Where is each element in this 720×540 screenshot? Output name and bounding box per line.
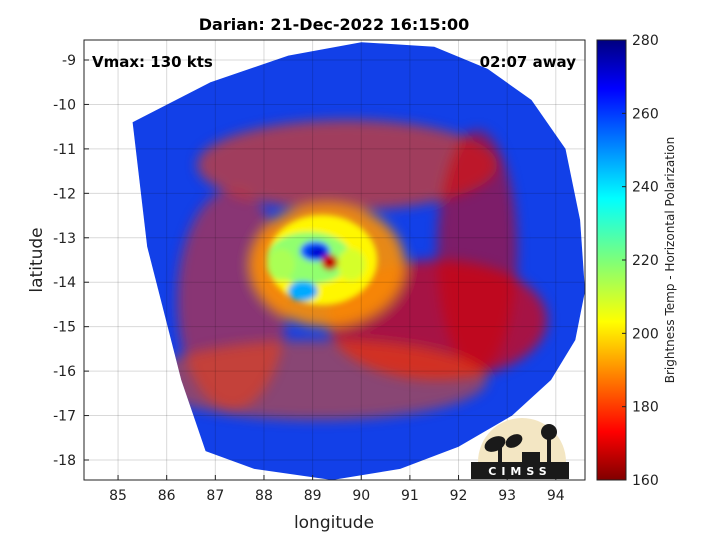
y-tick-label: -16 [53,364,76,380]
feature-eyewall-south [287,281,318,302]
colorbar-tick-label: 180 [632,400,659,416]
eyewall-cold-top [308,246,327,259]
colorbar-tick-label: 220 [632,253,659,269]
vmax-annotation: Vmax: 130 kts [92,53,213,71]
x-tick-label: 92 [450,488,468,504]
y-tick-label: -14 [53,275,76,291]
x-tick-label: 89 [304,488,322,504]
x-tick-label: 86 [158,488,176,504]
logo-text: CIMSS [488,465,551,478]
gridlines [84,40,585,480]
chart-title: Darian: 21-Dec-2022 16:15:00 [199,15,469,34]
logo-tower [547,438,551,462]
x-tick-label: 88 [255,488,273,504]
logo-tower-tank [541,424,557,440]
colorbar-tick-label: 240 [632,180,659,196]
time-offset-annotation: 02:07 away [480,53,577,71]
cloud-band-north [197,120,498,210]
y-tick-label: -15 [53,320,76,336]
colorbar-label: Brightness Temp - Horizontal Polarizatio… [663,137,677,384]
x-tick-label: 90 [352,488,370,504]
colorbar-tick-label: 160 [632,473,659,489]
colorbar-tick-label: 260 [632,106,659,122]
x-tick-label: 85 [109,488,127,504]
y-tick-label: -11 [53,142,76,158]
cloud-band-south [147,340,488,420]
feature-inner-band-west [266,248,295,281]
x-axis-label: longitude [294,513,374,533]
cimss-logo: CIMSS [471,418,569,479]
colorbar [596,39,627,481]
x-tick-label: 87 [206,488,224,504]
x-tick-label: 94 [547,488,565,504]
x-tick-label: 93 [498,488,516,504]
y-tick-label: -12 [53,186,76,202]
y-axis-label: latitude [27,227,47,292]
storm-eye [321,254,338,271]
logo-dish-right [505,434,523,448]
dry-region-east [437,130,518,370]
colorbar-tick-label: 200 [632,326,659,342]
logo-ground-band [471,462,569,479]
logo-dish-post [498,446,502,462]
colorbar-ticks: 160 180 200 220 240 260 280 [622,33,659,489]
y-axis-ticks: -9 -10 -11 -12 -13 -14 -15 -16 -17 -18 [53,53,89,469]
logo-building [522,452,540,462]
y-tick-label: -13 [53,231,76,247]
y-tick-label: -18 [53,453,76,469]
y-tick-label: -10 [53,97,76,113]
colorbar-tick-label: 280 [632,33,659,49]
plot-frame [83,39,586,481]
x-tick-label: 91 [401,488,419,504]
feature-inner-band-east [337,248,366,281]
y-tick-label: -17 [53,409,76,425]
y-tick-label: -9 [62,53,76,69]
x-axis-ticks: 85 86 87 88 89 90 91 92 93 94 [109,475,565,504]
swath-layer [132,42,585,480]
